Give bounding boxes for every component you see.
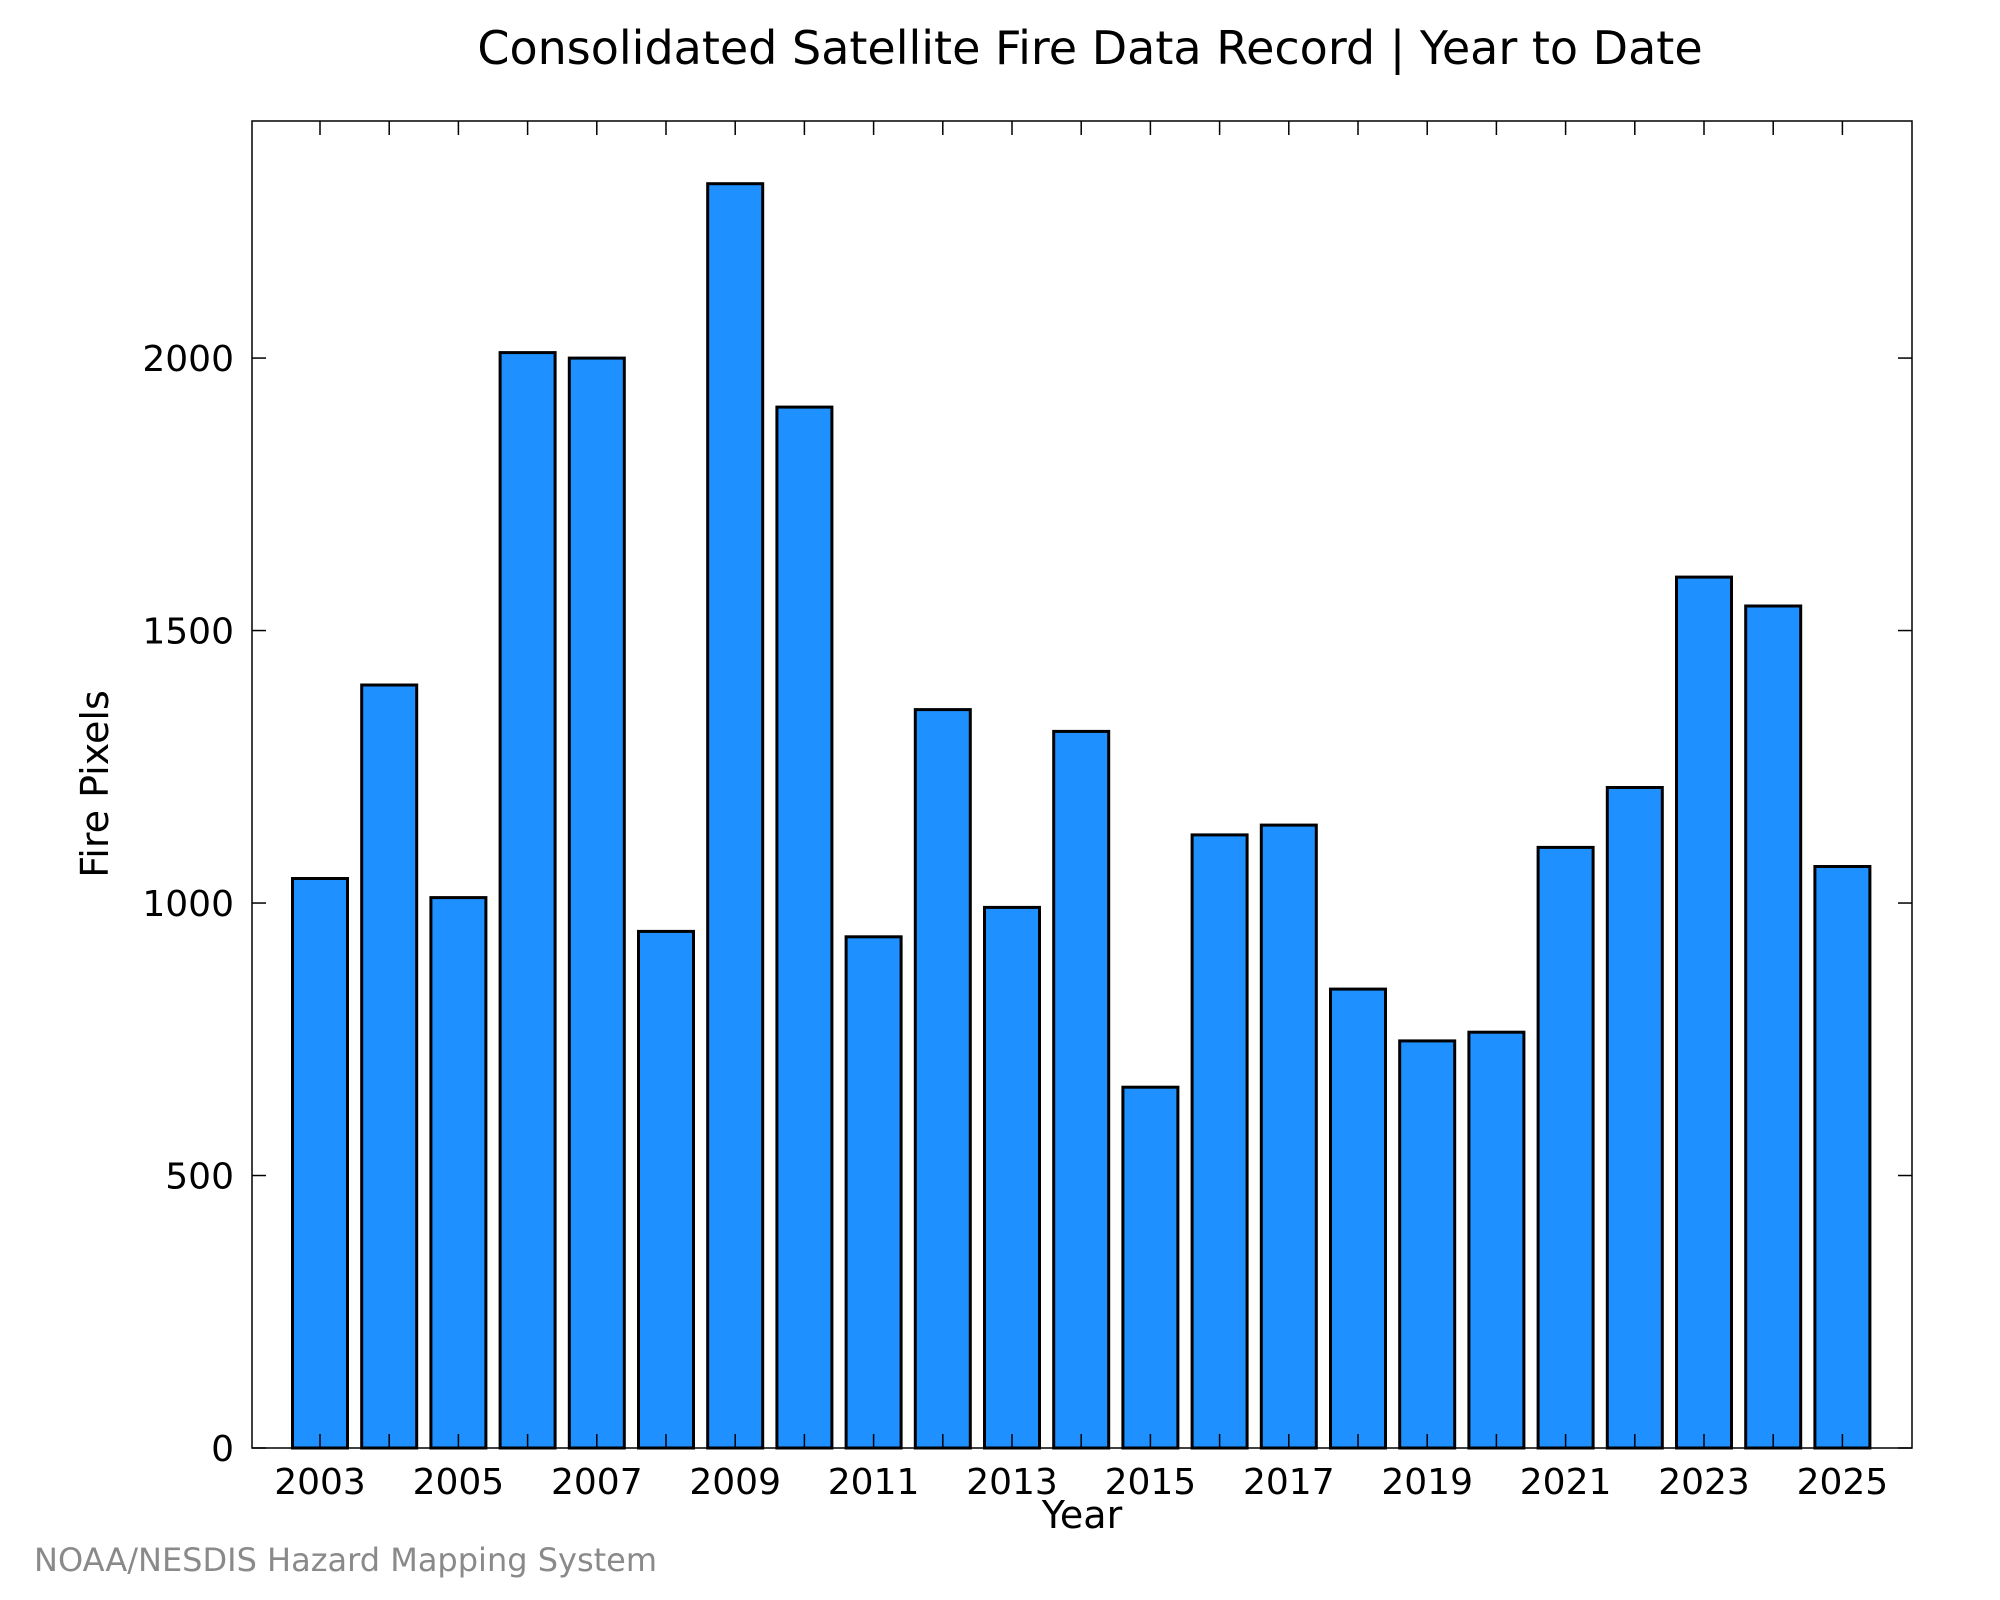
y-axis-label: Fire Pixels — [73, 690, 117, 878]
source-note: NOAA/NESDIS Hazard Mapping System — [34, 1541, 657, 1579]
bar-2025 — [1813, 865, 1872, 1450]
y-tick-label-0: 0 — [211, 1429, 234, 1470]
x-tick-label-2005: 2005 — [413, 1462, 505, 1503]
x-tick-label-2017: 2017 — [1243, 1462, 1335, 1503]
y-tick-label-1500: 1500 — [142, 612, 234, 653]
bar-2013 — [983, 905, 1041, 1450]
x-tick-label-2019: 2019 — [1381, 1462, 1473, 1503]
x-axis-label: Year — [1041, 1493, 1123, 1537]
y-tick-label-500: 500 — [165, 1157, 234, 1198]
bar-2006 — [498, 351, 557, 1450]
bar-2015 — [1121, 1085, 1180, 1450]
y-tick-label-1000: 1000 — [142, 884, 234, 925]
bar-2021 — [1536, 845, 1595, 1450]
x-axis-ticks: 2003 2005 2007 2009 2011 2013 2015 2017 2019 2021… — [274, 121, 1888, 1503]
bar-2008 — [637, 929, 695, 1450]
bar-2010 — [775, 405, 834, 1450]
bar-2017 — [1259, 823, 1318, 1450]
bar-2007 — [567, 356, 626, 1450]
y-axis-ticks: 0 500 1000 1500 2000 — [142, 339, 1912, 1470]
x-tick-label-2003: 2003 — [274, 1462, 366, 1503]
bar-2016 — [1190, 833, 1249, 1450]
bar-2012 — [913, 708, 972, 1450]
bar-2014 — [1052, 729, 1111, 1450]
x-tick-label-2023: 2023 — [1658, 1462, 1750, 1503]
bar-2011 — [844, 935, 903, 1450]
bar-2019 — [1398, 1039, 1457, 1450]
bars-group — [291, 182, 1872, 1450]
bar-2024 — [1744, 604, 1803, 1450]
chart-title: Consolidated Satellite Fire Data Record … — [477, 21, 1702, 76]
x-tick-label-2013: 2013 — [966, 1462, 1058, 1503]
bar-2020 — [1467, 1030, 1526, 1450]
x-tick-label-2007: 2007 — [551, 1462, 643, 1503]
bar-2009 — [706, 182, 765, 1450]
bar-2022 — [1605, 786, 1664, 1450]
bar-2003 — [291, 877, 349, 1450]
bar-2023 — [1675, 575, 1733, 1450]
x-tick-label-2021: 2021 — [1520, 1462, 1612, 1503]
x-tick-label-2011: 2011 — [828, 1462, 920, 1503]
bar-2004 — [360, 683, 419, 1450]
y-tick-label-2000: 2000 — [142, 339, 234, 380]
x-tick-label-2009: 2009 — [689, 1462, 781, 1503]
x-tick-label-2025: 2025 — [1797, 1462, 1889, 1503]
x-tick-label-2015: 2015 — [1105, 1462, 1197, 1503]
bar-2018 — [1329, 987, 1387, 1450]
bar-2005 — [429, 896, 488, 1450]
